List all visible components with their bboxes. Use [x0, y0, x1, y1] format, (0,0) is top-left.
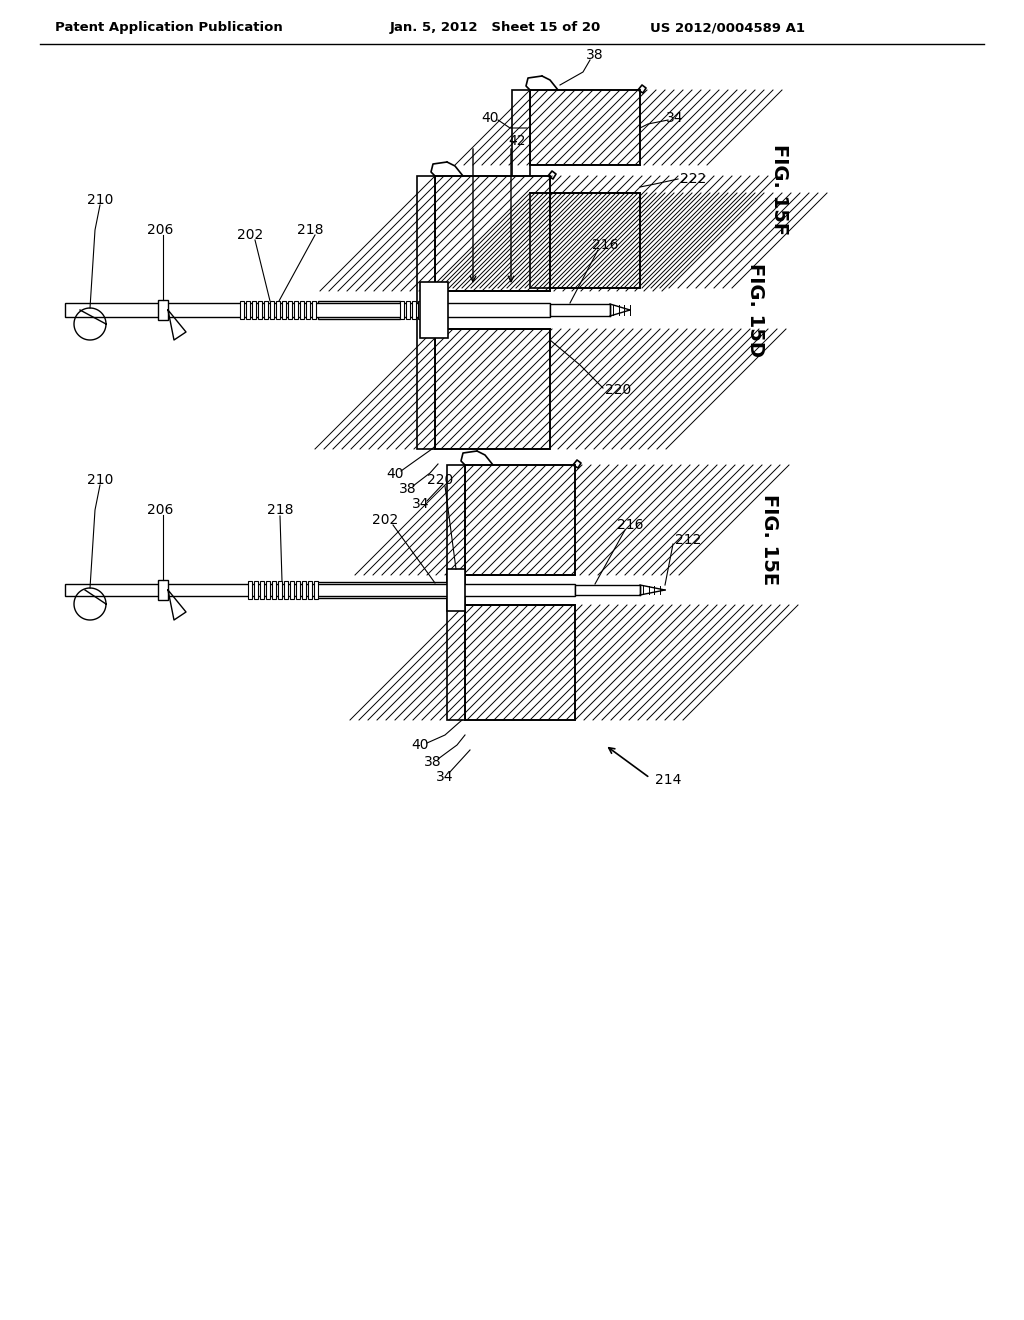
Text: 34: 34 [667, 111, 684, 125]
Text: 220: 220 [427, 473, 454, 487]
Text: 34: 34 [436, 770, 454, 784]
Bar [465, 605, 575, 719]
Text: 216: 216 [616, 517, 643, 532]
Bar [282, 301, 286, 319]
Bar [294, 301, 298, 319]
Bar [266, 581, 270, 599]
Bar [284, 581, 288, 599]
Bar [400, 301, 404, 319]
Text: 206: 206 [146, 223, 173, 238]
Text: 210: 210 [87, 193, 114, 207]
Text: 38: 38 [586, 48, 604, 62]
Bar [530, 193, 640, 288]
Bar [288, 301, 292, 319]
Bar [530, 165, 640, 193]
Text: 220: 220 [605, 383, 631, 397]
Text: 216: 216 [592, 238, 618, 252]
Bar [260, 581, 264, 599]
Text: 218: 218 [266, 503, 293, 517]
Bar [246, 301, 250, 319]
Bar [435, 329, 550, 449]
Bar [65, 304, 550, 317]
Bar [302, 581, 306, 599]
Bar [465, 465, 575, 576]
Text: Jan. 5, 2012   Sheet 15 of 20: Jan. 5, 2012 Sheet 15 of 20 [390, 21, 601, 34]
Text: 40: 40 [412, 738, 429, 752]
Text: 42: 42 [508, 135, 525, 148]
Bar [65, 583, 575, 597]
Text: 212: 212 [675, 533, 701, 546]
Bar [447, 465, 465, 719]
Bar [435, 176, 550, 290]
Bar [296, 581, 300, 599]
Bar [276, 301, 280, 319]
Text: 218: 218 [297, 223, 324, 238]
Text: 38: 38 [424, 755, 441, 770]
Text: 206: 206 [146, 503, 173, 517]
Bar [258, 301, 262, 319]
Text: 222: 222 [680, 172, 707, 186]
Bar [412, 301, 416, 319]
Text: 40: 40 [386, 467, 403, 480]
Bar [418, 301, 422, 319]
Bar [270, 301, 274, 319]
Bar [290, 581, 294, 599]
Text: FIG. 15E: FIG. 15E [761, 495, 779, 586]
Text: 202: 202 [237, 228, 263, 242]
Bar [314, 581, 318, 599]
Text: 210: 210 [87, 473, 114, 487]
Bar [575, 585, 640, 595]
Bar [158, 579, 168, 601]
Bar [435, 176, 550, 290]
Text: FIG. 15F: FIG. 15F [770, 144, 790, 235]
Text: FIG. 15D: FIG. 15D [745, 263, 765, 356]
Bar [530, 193, 640, 288]
Bar [465, 465, 575, 576]
Bar [312, 301, 316, 319]
Bar [300, 301, 304, 319]
Bar [316, 582, 447, 598]
Text: 214: 214 [655, 774, 681, 787]
Bar [248, 581, 252, 599]
Bar [465, 605, 575, 719]
Bar [420, 282, 449, 338]
Bar [158, 300, 168, 319]
Bar [278, 581, 282, 599]
Text: Patent Application Publication: Patent Application Publication [55, 21, 283, 34]
Bar [308, 581, 312, 599]
Bar [512, 90, 530, 288]
Text: 202: 202 [372, 513, 398, 527]
Text: 38: 38 [399, 482, 417, 496]
Bar [406, 301, 410, 319]
Bar [306, 301, 310, 319]
Bar [550, 304, 610, 315]
Bar [435, 329, 550, 449]
Bar [447, 569, 465, 611]
Bar [318, 301, 400, 319]
Text: US 2012/0004589 A1: US 2012/0004589 A1 [650, 21, 805, 34]
Bar [424, 301, 428, 319]
Bar [272, 581, 276, 599]
Text: 40: 40 [481, 111, 499, 125]
Bar [417, 176, 435, 449]
Bar [530, 90, 640, 165]
Bar [240, 301, 244, 319]
Bar [530, 90, 640, 165]
Bar [252, 301, 256, 319]
Text: 34: 34 [413, 498, 430, 511]
Bar [254, 581, 258, 599]
Bar [264, 301, 268, 319]
